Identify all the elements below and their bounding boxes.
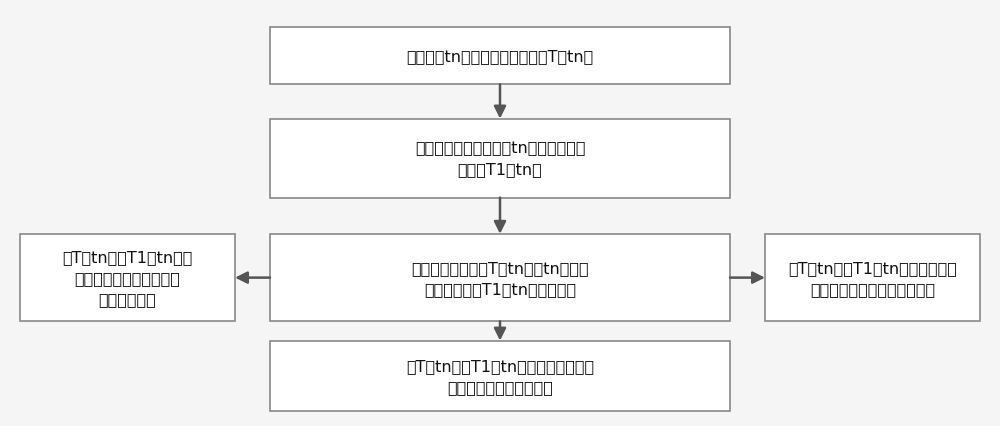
Text: 若T（tn）＞T1（tn），则关闭加热装
置，对铝液体停止加热；: 若T（tn）＞T1（tn），则关闭加热装 置，对铝液体停止加热；: [406, 358, 594, 394]
FancyBboxPatch shape: [270, 119, 730, 198]
FancyBboxPatch shape: [270, 28, 730, 85]
FancyBboxPatch shape: [270, 234, 730, 322]
Text: 若T（tn）＝T1（tn）时，关闭加
热装置，对铝液体停止加热；: 若T（tn）＝T1（tn）时，关闭加 热装置，对铝液体停止加热；: [788, 260, 957, 296]
FancyBboxPatch shape: [20, 234, 235, 322]
Text: 实时获取tn时刻的炉气实时温度T（tn）: 实时获取tn时刻的炉气实时温度T（tn）: [406, 49, 594, 64]
FancyBboxPatch shape: [765, 234, 980, 322]
FancyBboxPatch shape: [270, 341, 730, 411]
Text: 若T（tn）＜T1（tn），
则启动加热装置，对铝液
体进行加热；: 若T（tn）＜T1（tn）， 则启动加热装置，对铝液 体进行加热；: [62, 250, 193, 306]
Text: 判断炉气实时温度T（tn）与tn时刻的
炉气控制温度T1（tn）的大小；: 判断炉气实时温度T（tn）与tn时刻的 炉气控制温度T1（tn）的大小；: [411, 260, 589, 296]
Text: 计算得到设定工况下的tn时刻的炉气控
制温度T1（tn）: 计算得到设定工况下的tn时刻的炉气控 制温度T1（tn）: [415, 141, 585, 177]
